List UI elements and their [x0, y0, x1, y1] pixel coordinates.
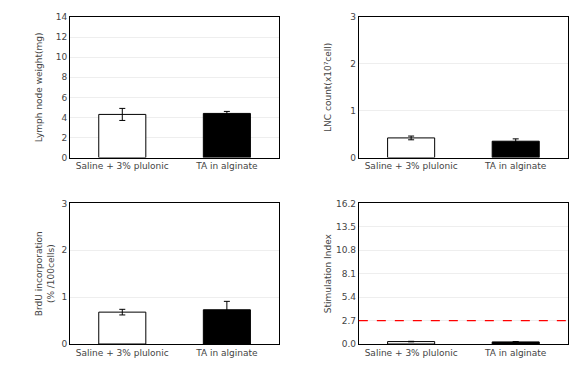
svg-text:2: 2: [350, 59, 356, 69]
svg-text:1: 1: [350, 106, 356, 116]
svg-text:8.1: 8.1: [342, 269, 356, 279]
svg-text:12: 12: [56, 32, 67, 42]
svg-text:6: 6: [61, 93, 67, 103]
svg-text:3: 3: [61, 199, 67, 209]
svg-text:5.4: 5.4: [342, 292, 357, 302]
svg-text:LNC count(x10⁷cell): LNC count(x10⁷cell): [323, 43, 333, 132]
svg-text:Saline + 3% plulonic: Saline + 3% plulonic: [365, 161, 458, 171]
svg-text:TA in alginate: TA in alginate: [195, 161, 258, 171]
svg-text:3: 3: [350, 12, 356, 22]
svg-text:13.5: 13.5: [336, 222, 356, 232]
svg-text:2.7: 2.7: [342, 316, 356, 326]
svg-text:2: 2: [61, 133, 67, 143]
svg-text:BrdU incorporation(% /100cells: BrdU incorporation(% /100cells): [34, 231, 56, 316]
svg-text:10: 10: [56, 52, 68, 62]
svg-text:0.0: 0.0: [342, 339, 357, 349]
svg-text:TA in alginate: TA in alginate: [484, 348, 547, 358]
svg-text:Stimulation Index: Stimulation Index: [323, 233, 333, 313]
svg-text:0: 0: [350, 153, 356, 163]
svg-text:14: 14: [56, 12, 68, 22]
svg-text:1: 1: [61, 292, 67, 302]
svg-text:10.8: 10.8: [336, 245, 356, 255]
svg-text:Saline + 3% plulonic: Saline + 3% plulonic: [365, 348, 458, 358]
svg-text:TA in alginate: TA in alginate: [484, 161, 547, 171]
svg-text:Saline + 3% plulonic: Saline + 3% plulonic: [76, 348, 169, 358]
svg-text:Lymph node weight(mg): Lymph node weight(mg): [34, 32, 44, 142]
svg-text:0: 0: [61, 339, 67, 349]
svg-text:4: 4: [61, 113, 67, 123]
svg-text:8: 8: [61, 72, 67, 82]
svg-text:2: 2: [61, 245, 67, 255]
svg-text:16.2: 16.2: [336, 199, 356, 209]
svg-text:TA in alginate: TA in alginate: [195, 348, 258, 358]
svg-text:Saline + 3% plulonic: Saline + 3% plulonic: [76, 161, 169, 171]
svg-text:0: 0: [61, 153, 67, 163]
